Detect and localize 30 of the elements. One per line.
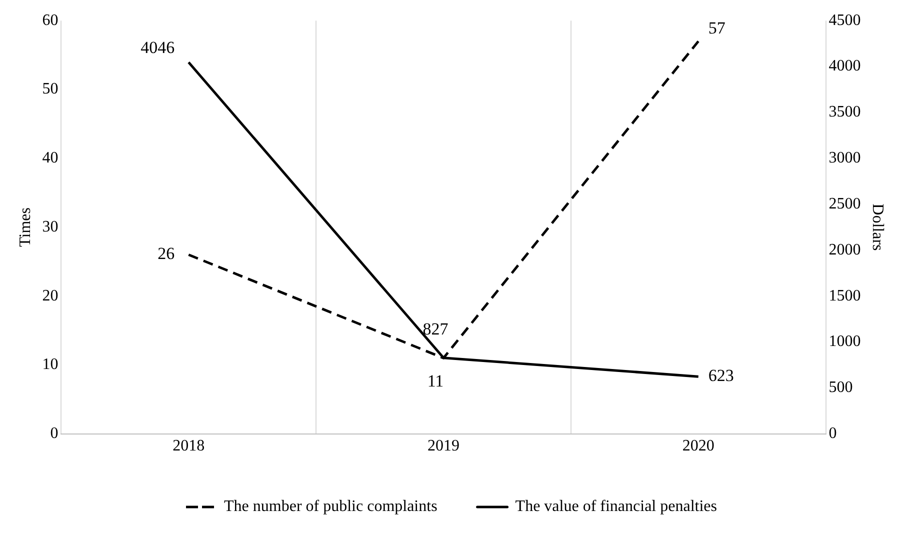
y-tick-label: 40 — [42, 150, 58, 167]
y-tick-label: 60 — [42, 12, 58, 29]
data-label: 26 — [158, 244, 175, 264]
y-axis-title: Times — [16, 207, 34, 247]
x-tick-label: 2019 — [428, 438, 460, 455]
y-tick-label: 50 — [42, 80, 58, 98]
y-tick-label: 0 — [50, 425, 58, 442]
y-tick-label: 30 — [42, 218, 58, 236]
y2-tick-label: 3000 — [828, 150, 861, 167]
x-tick-label: 2018 — [172, 438, 205, 455]
y-tick-label: 20 — [42, 287, 58, 304]
y2-tick-label: 1500 — [828, 287, 861, 304]
data-label: 623 — [708, 366, 734, 386]
y2-axis-title: Dollars — [869, 204, 886, 251]
y2-tick-label: 1000 — [828, 333, 861, 350]
y2-tick-label: 500 — [828, 379, 853, 396]
data-label: 57 — [708, 18, 726, 38]
legend-label: The number of public complaints — [224, 498, 438, 516]
y2-tick-label: 4500 — [828, 12, 861, 29]
y2-tick-label: 2000 — [828, 241, 861, 258]
data-label: 11 — [427, 372, 444, 391]
data-label: 4046 — [140, 38, 175, 57]
y2-tick-label: 4000 — [828, 58, 861, 75]
y2-tick-label: 2500 — [828, 195, 861, 212]
y2-tick-label: 3500 — [828, 104, 861, 121]
legend-label: The value of financial penalties — [515, 498, 717, 516]
y2-tick-label: 0 — [828, 425, 837, 442]
x-tick-label: 2020 — [682, 438, 714, 455]
y-tick-label: 10 — [42, 356, 58, 374]
data-label: 827 — [422, 319, 449, 338]
